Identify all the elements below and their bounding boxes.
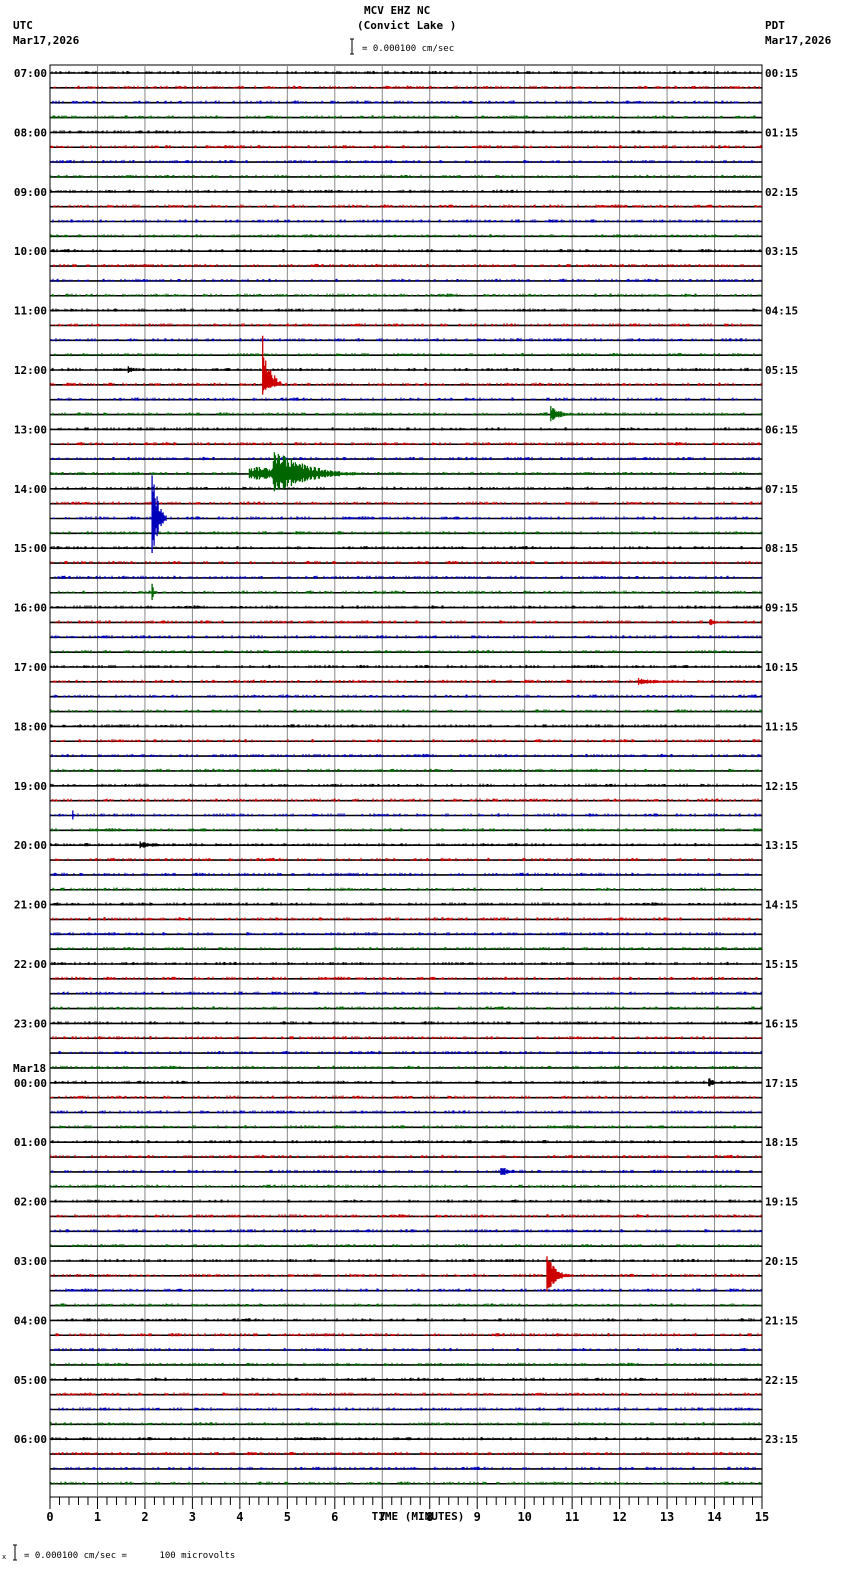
svg-text:08:15: 08:15	[765, 542, 798, 555]
left-date: Mar17,2026	[13, 34, 80, 47]
svg-text:16:15: 16:15	[765, 1017, 798, 1030]
svg-text:12:15: 12:15	[765, 780, 798, 793]
svg-text:03:00: 03:00	[14, 1255, 47, 1268]
right-timezone: PDT	[765, 19, 785, 32]
svg-text:3: 3	[189, 1510, 196, 1524]
svg-text:19:00: 19:00	[14, 780, 47, 793]
svg-text:21:15: 21:15	[765, 1314, 798, 1327]
footer-prefix: x	[2, 1553, 7, 1561]
svg-text:05:00: 05:00	[14, 1374, 47, 1387]
svg-text:01:15: 01:15	[765, 126, 798, 139]
svg-text:08:00: 08:00	[14, 126, 47, 139]
svg-text:5: 5	[284, 1510, 291, 1524]
svg-text:15:00: 15:00	[14, 542, 47, 555]
svg-text:14:15: 14:15	[765, 899, 798, 912]
svg-text:0: 0	[46, 1510, 53, 1524]
svg-text:18:00: 18:00	[14, 720, 47, 733]
svg-text:07:15: 07:15	[765, 483, 798, 496]
svg-text:06:00: 06:00	[14, 1433, 47, 1446]
svg-text:20:00: 20:00	[14, 839, 47, 852]
svg-text:12:00: 12:00	[14, 364, 47, 377]
right-date: Mar17,2026	[765, 34, 832, 47]
svg-text:18:15: 18:15	[765, 1136, 798, 1149]
svg-text:00:00: 00:00	[14, 1077, 47, 1090]
svg-text:4: 4	[236, 1510, 243, 1524]
svg-text:6: 6	[331, 1510, 338, 1524]
station-title: MCV EHZ NC	[364, 4, 431, 17]
svg-text:13:00: 13:00	[14, 423, 47, 436]
station-location: (Convict Lake )	[357, 19, 457, 32]
scale-label: = 0.000100 cm/sec	[362, 44, 455, 54]
svg-text:22:00: 22:00	[14, 958, 47, 971]
svg-text:05:15: 05:15	[765, 364, 798, 377]
svg-text:09:00: 09:00	[14, 186, 47, 199]
svg-text:23:00: 23:00	[14, 1017, 47, 1030]
svg-text:10: 10	[517, 1510, 531, 1524]
svg-text:04:15: 04:15	[765, 305, 798, 318]
svg-text:23:15: 23:15	[765, 1433, 798, 1446]
svg-text:09:15: 09:15	[765, 602, 798, 615]
svg-text:14: 14	[707, 1510, 721, 1524]
svg-text:17:00: 17:00	[14, 661, 47, 674]
svg-text:7: 7	[379, 1510, 386, 1524]
svg-text:21:00: 21:00	[14, 899, 47, 912]
svg-text:Mar18: Mar18	[13, 1062, 46, 1075]
svg-text:02:15: 02:15	[765, 186, 798, 199]
svg-text:11:00: 11:00	[14, 305, 47, 318]
svg-text:01:00: 01:00	[14, 1136, 47, 1149]
svg-text:15:15: 15:15	[765, 958, 798, 971]
svg-text:13:15: 13:15	[765, 839, 798, 852]
svg-text:19:15: 19:15	[765, 1196, 798, 1209]
svg-text:07:00: 07:00	[14, 67, 47, 80]
svg-text:17:15: 17:15	[765, 1077, 798, 1090]
svg-text:04:00: 04:00	[14, 1314, 47, 1327]
svg-text:10:00: 10:00	[14, 245, 47, 258]
svg-text:03:15: 03:15	[765, 245, 798, 258]
svg-text:06:15: 06:15	[765, 423, 798, 436]
svg-text:TIME (MINUTES): TIME (MINUTES)	[372, 1510, 465, 1523]
svg-text:9: 9	[474, 1510, 481, 1524]
svg-text:1: 1	[94, 1510, 101, 1524]
svg-text:2: 2	[141, 1510, 148, 1524]
svg-text:11: 11	[565, 1510, 579, 1524]
svg-text:12: 12	[612, 1510, 626, 1524]
svg-text:15: 15	[755, 1510, 769, 1524]
svg-text:02:00: 02:00	[14, 1196, 47, 1209]
svg-text:00:15: 00:15	[765, 67, 798, 80]
svg-text:13: 13	[660, 1510, 674, 1524]
svg-text:22:15: 22:15	[765, 1374, 798, 1387]
left-timezone: UTC	[13, 19, 33, 32]
svg-text:14:00: 14:00	[14, 483, 47, 496]
svg-text:8: 8	[426, 1510, 433, 1524]
svg-text:20:15: 20:15	[765, 1255, 798, 1268]
svg-text:10:15: 10:15	[765, 661, 798, 674]
svg-text:11:15: 11:15	[765, 720, 798, 733]
svg-text:16:00: 16:00	[14, 602, 47, 615]
footer-scale-label: = 0.000100 cm/sec = 100 microvolts	[24, 1551, 236, 1561]
